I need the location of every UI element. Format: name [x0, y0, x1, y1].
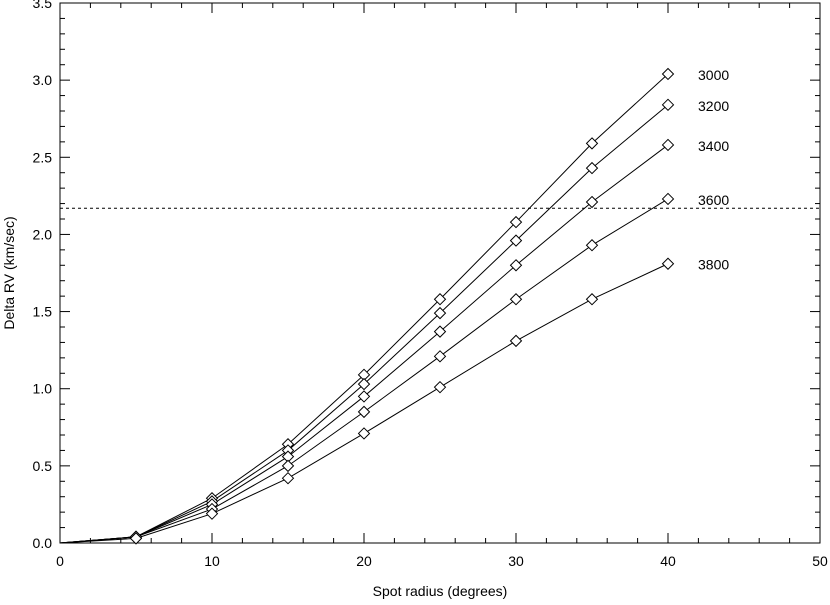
series-label-3200: 3200 — [698, 98, 729, 114]
x-tick-label: 10 — [204, 553, 220, 569]
y-tick-label: 3.5 — [33, 0, 53, 11]
data-point-marker — [661, 67, 675, 81]
y-tick-label: 0.0 — [33, 535, 53, 551]
data-point-marker — [509, 259, 523, 272]
data-point-marker — [585, 293, 599, 306]
series-label-3000: 3000 — [698, 67, 729, 83]
x-axis-title: Spot radius (degrees) — [373, 583, 508, 599]
x-tick-label: 20 — [356, 553, 372, 569]
data-point-marker — [129, 532, 143, 545]
x-tick-label: 30 — [508, 553, 524, 569]
x-tick-label: 40 — [660, 553, 676, 569]
y-tick-label: 0.5 — [33, 458, 53, 474]
x-tick-label: 50 — [812, 553, 828, 569]
series-line-3200 — [59, 104, 669, 544]
y-tick-label: 2.0 — [33, 226, 53, 242]
data-point-marker — [509, 215, 523, 229]
data-point-marker — [509, 334, 523, 348]
y-axis-title: Delta RV (km/sec) — [1, 216, 17, 329]
data-point-marker — [433, 325, 447, 338]
data-point-marker — [661, 98, 675, 112]
data-point-marker — [433, 293, 447, 306]
data-point-marker — [281, 471, 295, 485]
x-tick-label: 0 — [56, 553, 64, 569]
data-point-marker — [357, 377, 371, 391]
data-point-marker — [509, 293, 523, 306]
data-point-marker — [357, 390, 371, 403]
data-point-marker — [281, 459, 295, 473]
data-point-marker — [509, 234, 523, 247]
y-tick-label: 1.0 — [33, 381, 53, 397]
data-point-marker — [433, 306, 447, 320]
series-label-3600: 3600 — [698, 192, 729, 208]
data-point-marker — [661, 257, 675, 270]
series-line-3800 — [59, 263, 669, 544]
data-point-marker — [661, 192, 675, 206]
data-point-marker — [661, 138, 675, 152]
y-tick-label: 2.5 — [33, 149, 53, 165]
y-tick-label: 3.0 — [33, 72, 53, 88]
y-tick-label: 1.5 — [33, 304, 53, 320]
data-point-marker — [585, 161, 599, 175]
series-label-3800: 3800 — [698, 257, 729, 273]
plot-frame — [59, 2, 821, 544]
data-point-marker — [205, 507, 219, 520]
data-point-marker — [357, 427, 371, 440]
data-point-marker — [585, 195, 599, 209]
data-point-marker — [433, 350, 447, 363]
data-point-marker — [433, 380, 447, 394]
series-line-3400 — [59, 144, 669, 544]
series-label-3400: 3400 — [698, 138, 729, 154]
data-point-marker — [585, 239, 599, 252]
data-point-marker — [585, 137, 599, 150]
data-point-marker — [357, 405, 371, 419]
series-line-3000 — [59, 73, 669, 544]
